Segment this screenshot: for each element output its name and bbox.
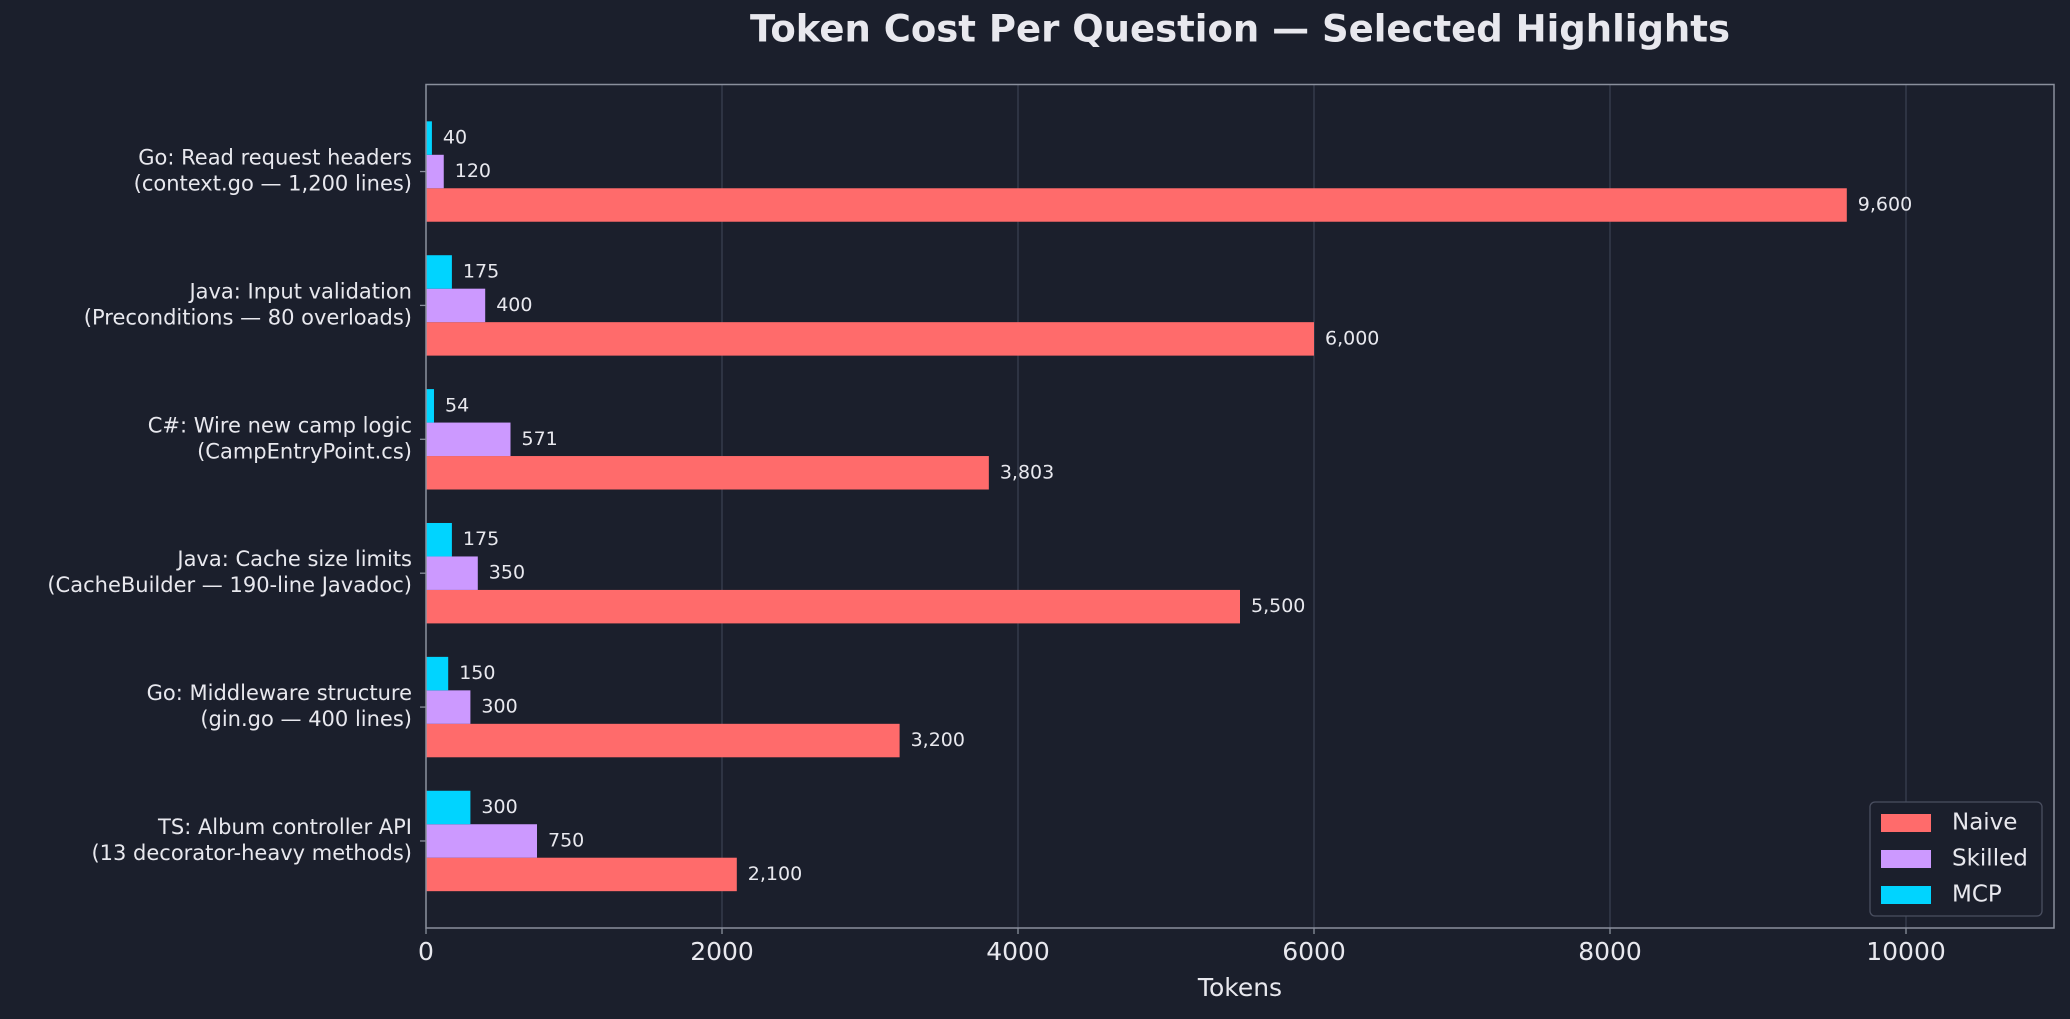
- x-tick-label: 6000: [1282, 937, 1346, 966]
- value-label: 3,803: [1000, 461, 1054, 483]
- value-label: 3,200: [911, 729, 965, 751]
- bar: [426, 456, 989, 490]
- value-label: 120: [455, 160, 491, 182]
- plot-frame: [425, 83, 2055, 929]
- legend-label: Skilled: [1952, 846, 2028, 872]
- value-label: 571: [522, 428, 558, 450]
- value-label: 175: [463, 260, 499, 282]
- value-label: 54: [445, 394, 469, 416]
- legend-swatch: [1881, 886, 1931, 904]
- y-tick-label: C#: Wire new camp logic (CampEntryPoint.c…: [148, 413, 412, 463]
- x-tick-label: 8000: [1578, 937, 1642, 966]
- bar: [426, 857, 737, 892]
- bar: [426, 188, 1847, 222]
- bar: [426, 824, 537, 858]
- bar: [426, 389, 434, 423]
- legend-label: MCP: [1952, 882, 2002, 908]
- x-tick-label: 0: [418, 937, 434, 966]
- value-label: 9,600: [1858, 194, 1912, 216]
- bar: [426, 422, 511, 457]
- y-tick-label: TS: Album controller API (13 decorator-he…: [91, 815, 412, 865]
- bar: [426, 556, 478, 590]
- x-tick-label: 2000: [690, 937, 754, 966]
- value-label: 350: [489, 562, 525, 584]
- x-axis-label: Tokens: [1197, 973, 1282, 1002]
- bar: [426, 723, 900, 758]
- bar: [426, 790, 471, 825]
- bar: [426, 690, 471, 724]
- value-label: 40: [443, 127, 467, 149]
- legend-swatch: [1881, 814, 1931, 832]
- bar: [426, 255, 452, 289]
- value-label: 400: [496, 294, 532, 316]
- bar: [426, 288, 486, 323]
- y-tick-label: Java: Input validation (Preconditions — 8…: [84, 279, 412, 329]
- x-tick-label: 4000: [986, 937, 1050, 966]
- bar: [426, 154, 444, 189]
- y-tick-label: Go: Middleware structure (gin.go — 400 li…: [147, 681, 412, 731]
- x-tick-label: 10000: [1866, 937, 1946, 966]
- value-label: 750: [548, 829, 584, 851]
- legend-swatch: [1881, 850, 1931, 868]
- value-label: 5,500: [1251, 595, 1305, 617]
- bar: [426, 522, 452, 557]
- legend-label: Naive: [1952, 810, 2017, 836]
- value-label: 2,100: [748, 863, 802, 885]
- value-label: 300: [481, 796, 517, 818]
- value-label: 150: [459, 662, 495, 684]
- value-label: 6,000: [1325, 327, 1379, 349]
- value-label: 300: [481, 696, 517, 718]
- y-tick-label: Go: Read request headers (context.go — 1,…: [134, 146, 412, 196]
- bar: [426, 656, 449, 691]
- value-label: 175: [463, 528, 499, 550]
- bar: [426, 322, 1314, 356]
- y-tick-label: Java: Cache size limits (CacheBuilder — 1…: [47, 547, 412, 597]
- bar: [426, 121, 432, 155]
- bar: [426, 589, 1240, 624]
- chart-title: Token Cost Per Question — Selected Highl…: [750, 8, 1730, 51]
